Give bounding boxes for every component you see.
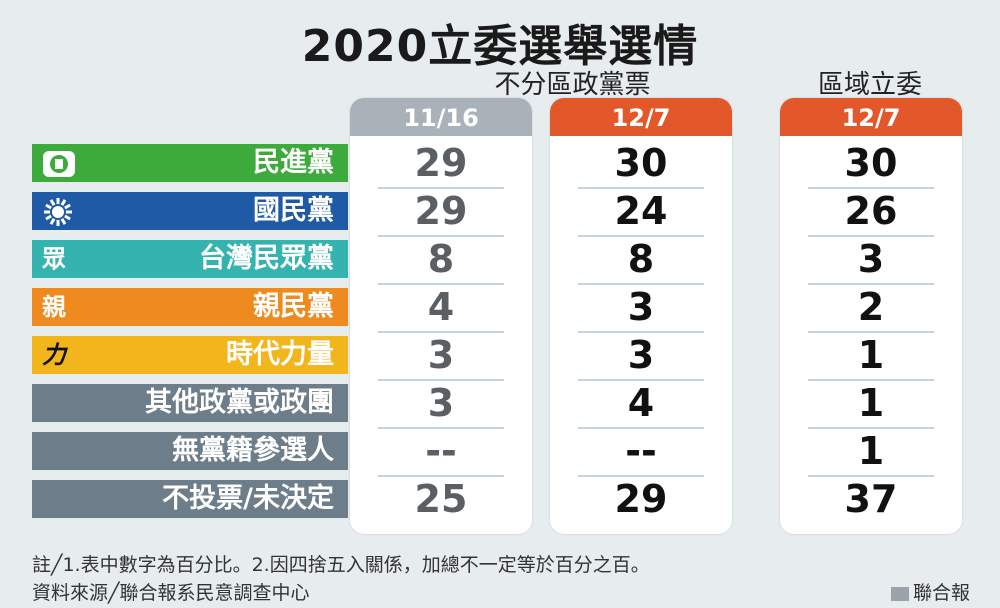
- value-column: 11/16 29 29 8 4 3 3 -- 25: [350, 98, 532, 534]
- group-label-party-list: 不分區政黨票: [494, 70, 651, 100]
- row-divider: [578, 427, 704, 429]
- credit-square-icon: [890, 586, 909, 601]
- value-cell: 1: [857, 429, 885, 473]
- row-divider: [378, 187, 504, 189]
- value-column: 12/7 30 26 3 2 1 1 1 37: [780, 98, 962, 534]
- party-name: 民進黨: [253, 147, 334, 178]
- value-cell: 30: [614, 141, 668, 185]
- row-divider: [378, 475, 504, 477]
- value-cell: 8: [427, 237, 455, 281]
- dpp-flag-icon: [42, 144, 76, 182]
- party-name: 其他政黨或政團: [145, 387, 334, 418]
- row-divider: [808, 235, 934, 237]
- row-divider: [378, 283, 504, 285]
- kmt-sun-icon: [42, 192, 74, 230]
- row-divider: [578, 235, 704, 237]
- party-label: 不投票/未決定: [32, 480, 348, 518]
- row-divider: [378, 427, 504, 429]
- row-divider: [808, 475, 934, 477]
- value-cell: --: [625, 429, 657, 473]
- party-label: 親 親民黨: [32, 288, 348, 326]
- row-divider: [808, 283, 934, 285]
- row-divider: [578, 475, 704, 477]
- group-label-district: 區域立委: [817, 70, 922, 100]
- row-divider: [578, 379, 704, 381]
- value-column: 12/7 30 24 8 3 3 4 -- 29: [550, 98, 732, 534]
- value-cell: 2: [857, 285, 885, 329]
- row-divider: [808, 187, 934, 189]
- value-cell: 3: [427, 333, 455, 377]
- row-divider: [378, 379, 504, 381]
- row-divider: [578, 283, 704, 285]
- party-name: 無黨籍參選人: [172, 435, 334, 466]
- row-divider: [378, 235, 504, 237]
- value-cell: 29: [414, 189, 468, 233]
- tpp-icon: 眾: [42, 245, 66, 273]
- credit-text: 聯合報: [912, 582, 970, 604]
- npp-icon: 力: [42, 341, 66, 369]
- value-cell: 1: [857, 333, 885, 377]
- value-cell: 24: [614, 189, 668, 233]
- value-cell: 3: [857, 237, 885, 281]
- party-name: 國民黨: [253, 195, 334, 226]
- pfp-icon: 親: [42, 293, 66, 321]
- party-name: 不投票/未決定: [162, 483, 334, 514]
- row-divider: [808, 379, 934, 381]
- party-name: 親民黨: [253, 291, 334, 322]
- value-cell: 26: [844, 189, 898, 233]
- column-header: 12/7: [780, 98, 962, 136]
- column-header: 12/7: [550, 98, 732, 136]
- value-cell: 4: [627, 381, 655, 425]
- row-divider: [378, 331, 504, 333]
- value-cell: --: [425, 429, 457, 473]
- party-name: 時代力量: [226, 339, 334, 370]
- row-divider: [578, 187, 704, 189]
- column-header: 11/16: [350, 98, 532, 136]
- row-divider: [808, 331, 934, 333]
- value-cell: 29: [614, 477, 668, 521]
- value-cell: 25: [414, 477, 468, 521]
- row-divider: [578, 331, 704, 333]
- value-cell: 4: [427, 285, 455, 329]
- party-label: 無黨籍參選人: [32, 432, 348, 470]
- party-label: 民進黨: [32, 144, 348, 182]
- value-cell: 8: [627, 237, 655, 281]
- party-label: 力 時代力量: [32, 336, 348, 374]
- party-label: 國民黨: [32, 192, 348, 230]
- party-name: 台灣民眾黨: [199, 243, 334, 274]
- footnote-percent: 註╱1.表中數字為百分比。2.因四捨五入關係，加總不一定等於百分之百。: [32, 554, 650, 576]
- party-label: 眾 台灣民眾黨: [32, 240, 348, 278]
- value-cell: 1: [857, 381, 885, 425]
- value-cell: 37: [844, 477, 898, 521]
- chart-title: 2020立委選舉選情: [301, 21, 699, 72]
- value-cell: 3: [627, 333, 655, 377]
- value-cell: 30: [844, 141, 898, 185]
- value-cell: 29: [414, 141, 468, 185]
- credit: 聯合報: [890, 578, 970, 605]
- footnote-source: 資料來源╱聯合報系民意調查中心: [32, 582, 310, 604]
- party-label: 其他政黨或政團: [32, 384, 348, 422]
- value-cell: 3: [627, 285, 655, 329]
- row-divider: [808, 427, 934, 429]
- value-cell: 3: [427, 381, 455, 425]
